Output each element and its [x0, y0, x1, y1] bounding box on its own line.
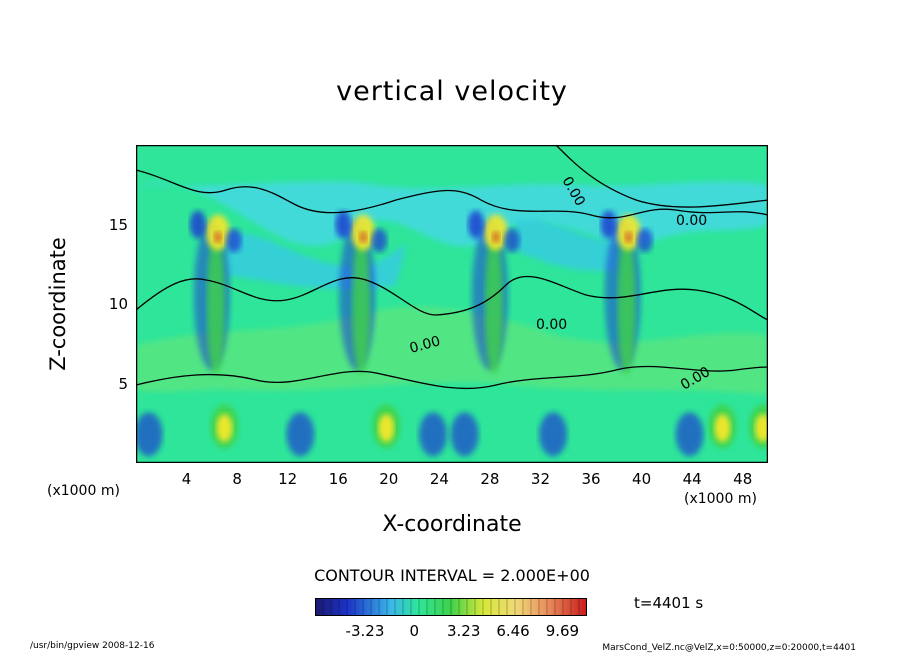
- updraft-column: [484, 235, 503, 375]
- updraft-core-red: [491, 231, 500, 244]
- surface-downdraft: [419, 412, 448, 457]
- plot-area: 0.00 0.00 0.00 0.00 0.00: [136, 145, 768, 463]
- surface-updraft-core: [714, 414, 731, 443]
- surface-updraft-core: [754, 414, 768, 443]
- surface-downdraft: [675, 412, 704, 457]
- contour-line-low: [136, 365, 768, 390]
- x-axis-label: X-coordinate: [382, 512, 522, 537]
- cyan-lobe-2: [516, 219, 616, 271]
- x-tick-label: 44: [682, 470, 702, 488]
- surface-downdraft: [450, 412, 479, 457]
- footer-left: /usr/bin/gpview 2008-12-16: [30, 641, 155, 651]
- contour-line-top-right: [555, 145, 768, 208]
- light-green-midband: [136, 306, 768, 395]
- updraft-column: [352, 235, 371, 375]
- surface-downdraft: [539, 412, 568, 457]
- updraft-core-red: [359, 231, 368, 244]
- updraft-core-red: [624, 231, 633, 244]
- contour-line-mid: [136, 275, 768, 321]
- x-tick-label: 20: [379, 470, 399, 488]
- x-tick-label: 24: [429, 470, 449, 488]
- chart-title: vertical velocity: [336, 76, 568, 107]
- y-tick-label: 15: [108, 215, 128, 234]
- y-tick-label: 10: [108, 295, 128, 313]
- x-tick-label: 12: [278, 470, 298, 488]
- plot-frame: [136, 145, 768, 463]
- downdraft-lobe-left: [189, 210, 206, 239]
- colorbar-tick-label: -3.23: [345, 622, 385, 640]
- footer-right: MarsCond_VelZ.nc@VelZ,x=0:50000,z=0:2000…: [602, 643, 856, 653]
- x-tick-label: 4: [181, 470, 192, 488]
- downdraft-lobe-left: [335, 210, 352, 239]
- colorbar-tick-label: 0: [409, 622, 420, 640]
- contour-interval: CONTOUR INTERVAL = 2.000E+00: [314, 566, 590, 585]
- colorbar-tick-label: 3.23: [446, 622, 481, 640]
- surface-updraft-core: [378, 414, 395, 443]
- downdraft-lobe-left: [467, 210, 484, 239]
- x-tick-label: 8: [232, 470, 242, 488]
- x-tick-label: 28: [480, 470, 500, 488]
- downdraft-lobe-right: [371, 228, 388, 253]
- x-unit-left: (x1000 m): [47, 483, 120, 499]
- y-axis-label: Z-coordinate: [46, 237, 70, 371]
- contour-label-2: 0.00: [536, 317, 567, 333]
- downdraft-lobe-right: [225, 228, 242, 253]
- surface-updraft-core: [216, 414, 233, 443]
- x-tick-label: 32: [530, 470, 551, 488]
- contour-label-1: 0.00: [676, 213, 707, 229]
- surface-downdraft: [286, 412, 315, 457]
- updraft-column: [206, 235, 225, 375]
- colorbar: [315, 598, 587, 616]
- x-tick-label: 16: [328, 470, 348, 488]
- downdraft-lobe-right: [636, 228, 653, 253]
- downdraft-lobe-right: [503, 228, 520, 253]
- contour-label-3: 0.00: [408, 333, 442, 357]
- updraft-core-red: [213, 231, 222, 244]
- colorbar-tick-label: 9.69: [545, 622, 580, 640]
- x-tick-label: 36: [581, 470, 601, 488]
- y-tick-label: 5: [118, 374, 128, 393]
- x-tick-label: 48: [733, 470, 753, 488]
- colorbar-tick-label: 6.46: [496, 622, 530, 640]
- time-label: t=4401 s: [634, 594, 704, 612]
- downdraft-lobe-left: [600, 210, 617, 239]
- contour-line-upper: [136, 169, 768, 219]
- surface-downdraft: [136, 412, 163, 457]
- x-tick-label: 40: [632, 470, 652, 488]
- updraft-column: [617, 235, 636, 375]
- x-unit-right: (x1000 m): [684, 491, 757, 507]
